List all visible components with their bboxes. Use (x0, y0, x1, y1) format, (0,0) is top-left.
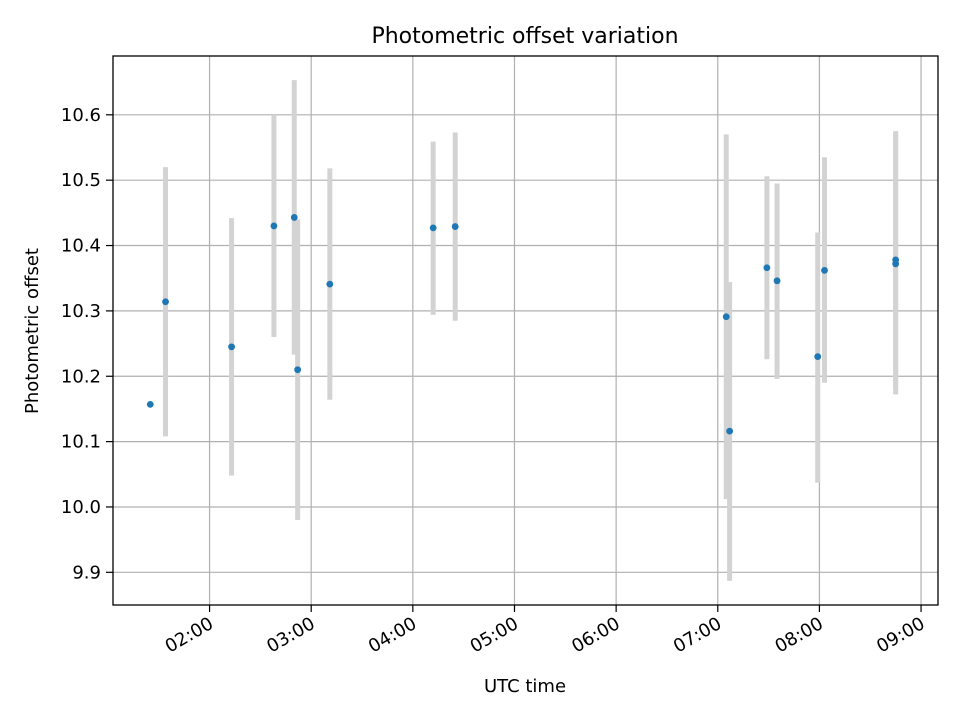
x-axis-label: UTC time (484, 676, 566, 697)
y-tick-label: 9.9 (72, 562, 101, 583)
data-point (146, 400, 154, 408)
data-point (722, 313, 730, 321)
y-tick-label: 10.2 (61, 366, 101, 387)
y-axis-ticks: 9.9 10.0 10.1 10.2 10.3 10.4 10.5 10.6 (61, 105, 113, 583)
data-points (146, 214, 900, 435)
data-point (892, 256, 900, 264)
data-point (290, 214, 298, 221)
y-tick-label: 10.0 (61, 497, 101, 518)
data-point (726, 427, 734, 435)
y-tick-label: 10.3 (61, 301, 101, 322)
grid (113, 56, 938, 605)
plot-frame (112, 55, 939, 606)
data-point (429, 224, 437, 232)
data-point (821, 266, 828, 274)
y-tick-label: 10.6 (61, 105, 101, 126)
data-point (451, 223, 459, 230)
y-axis-label: Photometric offset (22, 248, 43, 414)
y-tick-label: 10.1 (61, 432, 101, 453)
data-point (763, 264, 771, 272)
data-point (228, 343, 235, 351)
data-point (294, 366, 302, 374)
data-point (326, 280, 334, 288)
y-tick-label: 10.4 (61, 236, 101, 257)
data-point (814, 353, 822, 361)
data-point (270, 222, 278, 230)
y-tick-label: 10.5 (61, 170, 101, 191)
data-point (773, 277, 781, 285)
chart-title: Photometric offset variation (371, 24, 678, 49)
data-point (162, 298, 169, 306)
